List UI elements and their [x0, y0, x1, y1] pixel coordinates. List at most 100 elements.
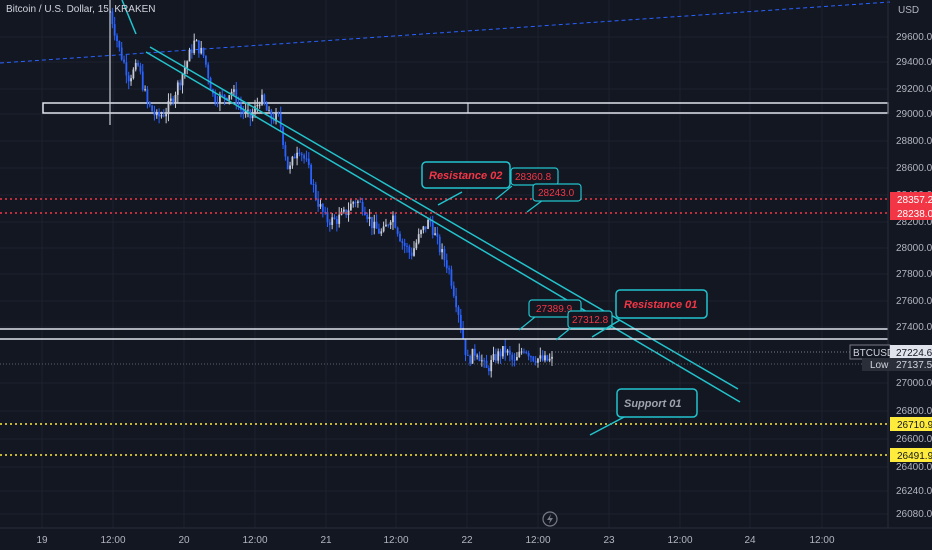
candle-body [415, 242, 418, 249]
candle-body [202, 47, 205, 56]
candle-body [478, 355, 481, 362]
candle-body [457, 307, 460, 315]
candle-body [352, 202, 355, 204]
y-tick-label: 29400.0 [896, 57, 932, 68]
candle-body [242, 110, 245, 114]
candle-body [319, 204, 322, 207]
candle-body [501, 346, 504, 357]
candle-body [310, 164, 313, 184]
candle-body [504, 346, 507, 353]
resistance-02-callout[interactable]: Resistance 02 [421, 161, 511, 206]
y-tick-label: 28000.0 [896, 243, 932, 254]
candle-body [445, 260, 448, 269]
candle-body [197, 40, 200, 54]
tag-r2-bottom-label: 28243.0 [538, 188, 575, 199]
candle-body [176, 82, 179, 95]
support-01-callout[interactable]: Support 01 [589, 388, 698, 436]
candle-body [441, 249, 443, 253]
candle-body [153, 111, 156, 116]
candle-body [148, 102, 151, 106]
candle-body [228, 95, 231, 100]
y-tick-label: 29600.0 [896, 32, 932, 43]
candle-body [183, 67, 186, 74]
candle-body [165, 114, 168, 117]
teal-trendline-upper[interactable] [149, 46, 739, 390]
candle-body [394, 215, 397, 228]
candle-body [209, 78, 212, 90]
candle-body [544, 355, 546, 361]
candle-body [265, 103, 268, 111]
candle-body [534, 360, 537, 363]
x-tick-label: 24 [744, 535, 756, 546]
candle-body [221, 94, 224, 96]
candle-body [494, 354, 497, 361]
candle-body [368, 216, 371, 219]
y-tick-label: 28800.0 [896, 136, 932, 147]
candle-body [532, 356, 535, 361]
y-tick-label: 26240.00 [896, 486, 932, 497]
tag-r1-bottom[interactable]: 27312.8 [555, 310, 613, 341]
resistance-01-label: Resistance 01 [624, 299, 697, 311]
candle-body [450, 269, 453, 286]
candle-body [186, 61, 189, 68]
candle-body [134, 62, 137, 70]
price-label-low: Low 27137.5 [862, 358, 932, 371]
candle-body [513, 359, 516, 361]
candle-body [499, 351, 502, 357]
time-axis[interactable]: 19 12:00 20 12:00 21 12:00 22 12:00 23 12:00 24 12:… [36, 535, 835, 546]
x-tick-label: 21 [320, 535, 332, 546]
candle-body [349, 203, 352, 211]
price-axis[interactable]: 29600.0 29400.0 29200.0 29000.0 28800.0 28600… [896, 32, 932, 520]
tag-r1-bottom-label: 27312.8 [572, 315, 609, 326]
price-label-red-2: 28238.0 [890, 206, 932, 220]
candle-body [541, 355, 544, 361]
candle-body [401, 241, 404, 244]
symbol-label: BTCUSD [853, 348, 894, 359]
candle-body [286, 156, 289, 170]
candle-body [307, 158, 310, 165]
teal-trendline-lower[interactable] [145, 51, 741, 403]
tag-r2-bottom[interactable]: 28243.0 [526, 183, 582, 213]
candle-body [111, 11, 114, 25]
price-label-red-1: 28357.2 [890, 192, 932, 206]
candle-body [193, 40, 196, 53]
candle-body [403, 243, 406, 246]
candle-body [546, 355, 549, 361]
y-tick-label: 26800.0 [896, 406, 932, 417]
x-tick-label: 12:00 [525, 535, 550, 546]
candle-body [132, 69, 135, 79]
candle-body [195, 40, 198, 42]
candle-body [387, 224, 390, 226]
y-tick-label: 26080.0 [896, 509, 932, 520]
candle-body [216, 102, 219, 104]
low-text: Low [870, 360, 889, 371]
candle-body [392, 215, 394, 223]
candle-body [303, 155, 306, 159]
candle-body [342, 209, 345, 212]
candle-body [312, 183, 315, 185]
candle-body [516, 356, 518, 361]
y-tick-label: 28200.0 [896, 217, 932, 228]
candle-body [247, 109, 249, 111]
candle-body [389, 222, 392, 225]
candle-body [141, 71, 144, 90]
resistance-01-callout[interactable]: Resistance 01 [591, 289, 708, 338]
candle-body [518, 351, 521, 357]
candle-body [146, 89, 149, 103]
candle-body [289, 165, 291, 170]
lightning-icon[interactable] [542, 511, 558, 527]
candle-body [476, 355, 479, 357]
candle-body [480, 360, 483, 362]
candle-body [179, 82, 182, 86]
candle-body [172, 98, 175, 103]
candle-body [305, 158, 308, 160]
candle-body [530, 356, 532, 358]
candle-body [382, 226, 385, 232]
x-tick-label: 22 [461, 535, 473, 546]
candle-body [317, 198, 320, 207]
x-tick-label: 12:00 [242, 535, 267, 546]
candle-body [167, 100, 170, 115]
chart-title: Bitcoin / U.S. Dollar, 15, KRAKEN [6, 4, 156, 15]
